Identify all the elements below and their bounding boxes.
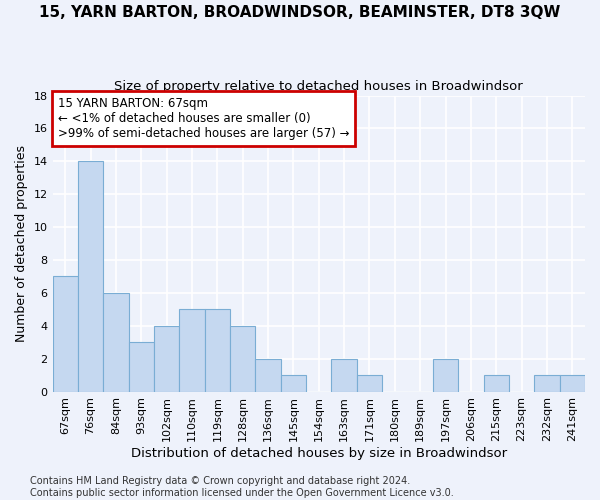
Bar (205, 310, 230, 392)
Y-axis label: Number of detached properties: Number of detached properties (15, 145, 28, 342)
Bar (433, 358, 458, 392)
Bar (179, 310, 205, 392)
X-axis label: Distribution of detached houses by size in Broadwindsor: Distribution of detached houses by size … (131, 447, 507, 460)
Bar (357, 375, 382, 392)
Text: 15 YARN BARTON: 67sqm
← <1% of detached houses are smaller (0)
>99% of semi-deta: 15 YARN BARTON: 67sqm ← <1% of detached … (58, 97, 349, 140)
Bar (256, 358, 281, 392)
Bar (128, 342, 154, 392)
Bar (484, 375, 509, 392)
Text: 15, YARN BARTON, BROADWINDSOR, BEAMINSTER, DT8 3QW: 15, YARN BARTON, BROADWINDSOR, BEAMINSTE… (40, 5, 560, 20)
Bar (560, 375, 585, 392)
Bar (281, 375, 306, 392)
Bar (331, 358, 357, 392)
Bar (154, 326, 179, 392)
Bar (230, 326, 256, 392)
Bar (53, 276, 78, 392)
Bar (78, 162, 103, 392)
Bar (534, 375, 560, 392)
Title: Size of property relative to detached houses in Broadwindsor: Size of property relative to detached ho… (115, 80, 523, 93)
Bar (103, 293, 128, 392)
Text: Contains HM Land Registry data © Crown copyright and database right 2024.
Contai: Contains HM Land Registry data © Crown c… (30, 476, 454, 498)
